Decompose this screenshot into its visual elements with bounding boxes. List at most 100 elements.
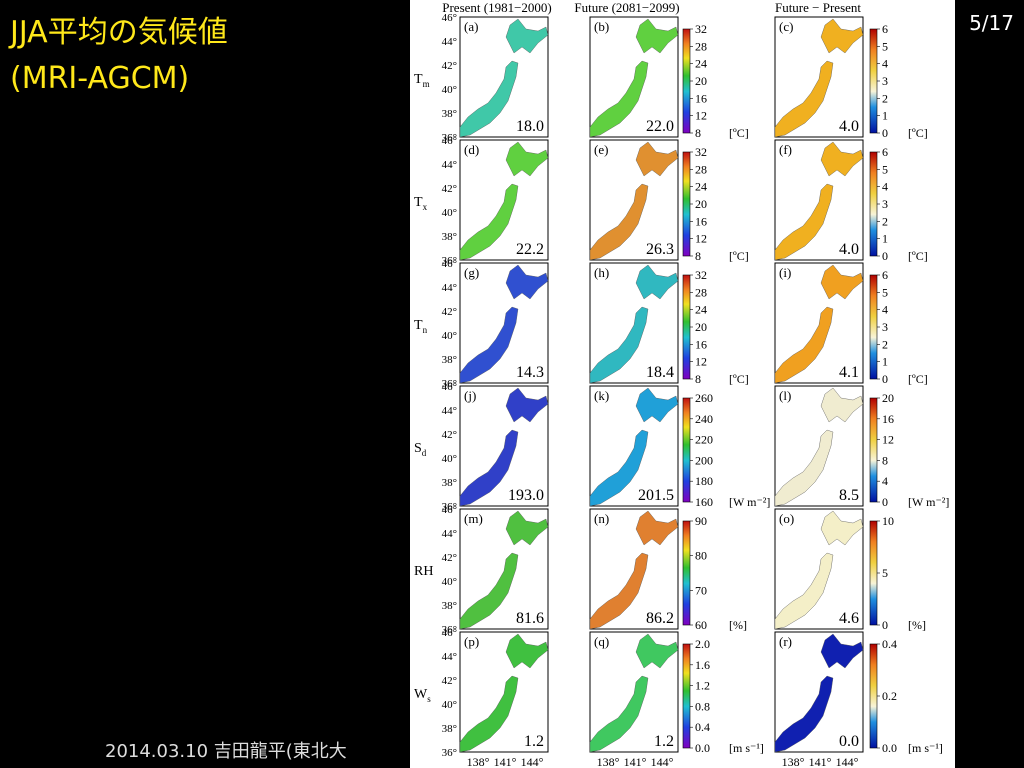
panel-value: 22.0 (646, 118, 674, 135)
colorbar-tick-label: 80 (695, 549, 707, 563)
colorbar-tick-label: 32 (695, 22, 707, 36)
colorbar-tick-label: 4 (882, 57, 888, 71)
map-land (774, 429, 834, 507)
row-label: Tm (414, 72, 430, 89)
colorbar (869, 397, 878, 503)
colorbar-tick-label: 20 (695, 320, 707, 334)
panel-letter: (i) (779, 265, 791, 280)
lat-tick-label: 42° (442, 306, 457, 318)
panel-value: 193.0 (508, 487, 544, 504)
colorbar-tick-label: 1 (882, 232, 888, 246)
colorbar-tick-label: 16 (695, 214, 707, 228)
lat-tick-label: 44° (442, 528, 457, 540)
colorbar-unit: [ºC] (908, 372, 928, 386)
panel-value: 18.0 (516, 118, 544, 135)
lat-tick-label: 36° (442, 132, 457, 144)
map-land (505, 141, 549, 177)
colorbar-tick-label: 0.0 (882, 741, 897, 755)
row-label-sub: n (423, 325, 428, 335)
row-label-sub: d (422, 448, 427, 458)
colorbar-tick-label: 0.0 (695, 741, 710, 755)
colorbar-unit: [ºC] (908, 126, 928, 140)
colorbar-tick-label: 2 (882, 214, 888, 228)
colorbar-tick-label: 3 (882, 74, 888, 88)
colorbar-tick-label: 0.4 (695, 720, 710, 734)
panel-letter: (k) (594, 388, 609, 403)
map-land (774, 60, 834, 138)
lon-tick-label: 138° (782, 755, 805, 768)
map-land (589, 306, 649, 384)
colorbar (682, 643, 691, 749)
lat-tick-label: 40° (442, 453, 457, 465)
lat-tick-label: 36° (442, 747, 457, 759)
lat-tick-label: 36° (442, 624, 457, 636)
row-label-sub: x (423, 202, 428, 212)
lat-tick-label: 42° (442, 60, 457, 72)
panel-value: 0.0 (839, 733, 859, 750)
map-land (505, 387, 549, 423)
footer: 2014.03.10 吉田龍平(東北大 (105, 741, 347, 762)
lat-tick-label: 38° (442, 723, 457, 735)
lon-tick-label: 141° (494, 755, 517, 768)
colorbar-tick-label: 12 (695, 232, 707, 246)
panel-value: 14.3 (516, 364, 544, 381)
panel-value: 4.0 (839, 118, 859, 135)
panel-letter: (b) (594, 19, 609, 34)
colorbar-tick-label: 20 (695, 74, 707, 88)
colorbar-tick-label: 0.4 (882, 637, 897, 651)
map-land (459, 306, 519, 384)
colorbar-tick-label: 2 (882, 91, 888, 105)
map-land (589, 60, 649, 138)
lat-tick-label: 42° (442, 183, 457, 195)
colorbar-tick-label: 6 (882, 268, 888, 282)
colorbar-tick-label: 200 (695, 453, 713, 467)
map-land (589, 552, 649, 630)
colorbar (682, 28, 691, 134)
colorbar (682, 397, 691, 503)
lat-tick-label: 40° (442, 207, 457, 219)
lat-tick-label: 44° (442, 36, 457, 48)
colorbar-tick-label: 12 (695, 355, 707, 369)
colorbar-tick-label: 3 (882, 320, 888, 334)
panel-letter: (o) (779, 511, 794, 526)
colorbar-tick-label: 160 (695, 495, 713, 509)
colorbar-tick-label: 8 (695, 372, 701, 386)
panel-letter: (f) (779, 142, 792, 157)
colorbar-tick-label: 24 (695, 57, 707, 71)
row-label-main: W (414, 687, 428, 702)
figure: Present (1981−2000) Future (2081−2099) Fut… (414, 0, 949, 768)
map-land (820, 633, 864, 669)
row-label: Sd (414, 441, 427, 458)
row-label: Tn (414, 318, 428, 335)
lat-tick-label: 36° (442, 255, 457, 267)
colorbar-tick-label: 5 (882, 285, 888, 299)
slide-subtitle: (MRI-AGCM) (10, 61, 189, 96)
map-land (820, 18, 864, 54)
colorbar-tick-label: 4 (882, 180, 888, 194)
map-land (820, 387, 864, 423)
panel-letter: (n) (594, 511, 609, 526)
row-label-main: T (414, 318, 423, 333)
colorbar (682, 274, 691, 380)
lat-tick-label: 44° (442, 405, 457, 417)
column-header: Present (1981−2000) (442, 0, 552, 15)
lat-tick-label: 44° (442, 282, 457, 294)
map-land (820, 264, 864, 300)
map-land (635, 18, 679, 54)
colorbar-tick-label: 1.6 (695, 658, 710, 672)
lon-tick-label: 144° (836, 755, 859, 768)
lon-tick-label: 141° (809, 755, 832, 768)
panel-letter: (p) (464, 634, 479, 649)
colorbar-tick-label: 1 (882, 355, 888, 369)
map-land (635, 633, 679, 669)
lat-tick-label: 36° (442, 501, 457, 513)
row-label-main: T (414, 72, 423, 87)
panel-letter: (j) (464, 388, 476, 403)
map-land (505, 18, 549, 54)
map-land (505, 633, 549, 669)
panel-letter: (d) (464, 142, 479, 157)
lat-tick-label: 46° (442, 381, 457, 393)
colorbar-tick-label: 28 (695, 285, 707, 299)
panel-value: 8.5 (839, 487, 859, 504)
